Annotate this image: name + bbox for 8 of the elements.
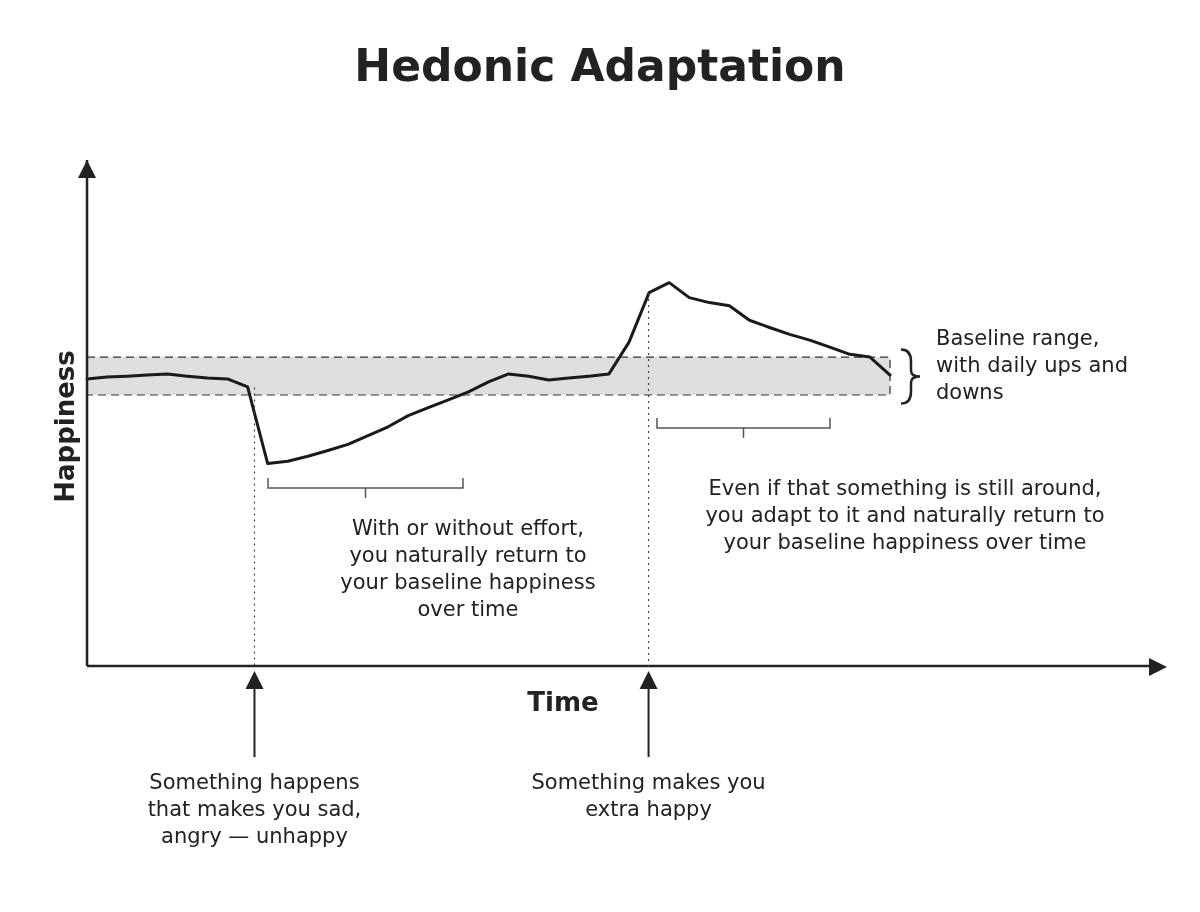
text: Something happens that makes you sad, angry — unhappy <box>146 769 363 850</box>
annotation: With or without effort, you naturally return to your baseline happiness over time <box>339 515 597 623</box>
annotation: Even if that something is still around, you adapt to it and naturally return to your baseline happiness over time <box>704 475 1106 556</box>
band-label: Baseline range, with daily ups and downs <box>936 325 1129 406</box>
chart-title: Hedonic Adaptation <box>353 39 847 93</box>
text: Something makes you extra happy <box>530 769 767 823</box>
y-axis-title: Happiness <box>49 349 80 505</box>
x-axis-title: Time <box>526 687 600 717</box>
